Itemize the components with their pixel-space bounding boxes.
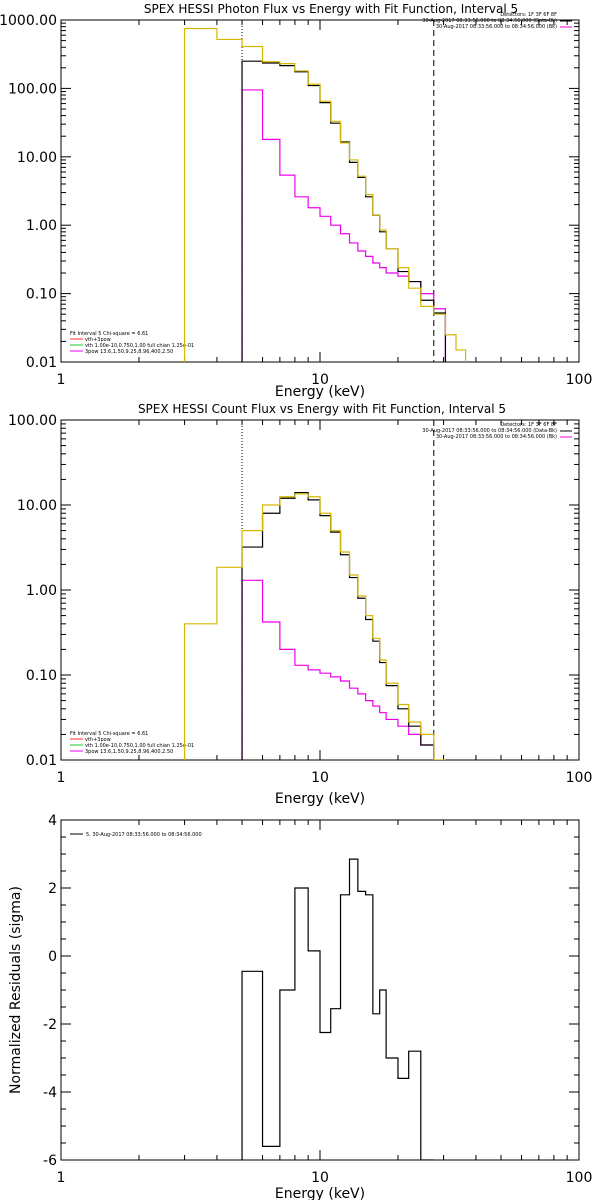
x-tick-label: 10 [311, 770, 329, 786]
data-series [241, 491, 435, 760]
data-series [241, 60, 447, 362]
header-line: 30-Aug-2017 08:33:56.000 to 08:34:56.000… [436, 24, 557, 30]
legend-label: vth 1.00e-10,0.750,1.00 full chian 1.25e… [85, 343, 194, 349]
legend-label: Fit Interval 5 Chi-square = 6.61 [70, 731, 148, 737]
data-histogram [241, 491, 435, 760]
x-tick-label: 1 [57, 372, 66, 388]
header-line: 30-Aug-2017 08:33:56.000 to 08:34:56.000… [436, 434, 557, 440]
y-tick-label: 100.00 [8, 81, 57, 97]
photon-flux-legend: Fit Interval 5 Chi-square = 6.61 vth+3po… [70, 331, 194, 355]
count-flux-legend: Fit Interval 5 Chi-square = 6.61 vth+3po… [70, 731, 194, 755]
x-tick-label: 1 [57, 1170, 66, 1186]
y-tick-label: 0.10 [26, 668, 57, 684]
y-tick-label: 0.01 [26, 355, 57, 371]
header-line: Detectors: 1F 3F 6F 8F [500, 12, 557, 18]
legend-label: vth 1.00e-10,0.750,1.00 full chian 1.25e… [85, 743, 194, 749]
legend-label: vth+3pow [85, 337, 111, 343]
legend-label: 5. 30-Aug-2017 08:33:56.000 to 08:34:56.… [86, 832, 202, 838]
legend-label: 3pow 13.6,1.50,9.25,8.96,400,2.50 [85, 749, 173, 755]
y-tick-label: 4 [48, 813, 57, 829]
y-tick-label: 2 [48, 881, 57, 897]
bpow-series [241, 579, 435, 760]
y-tick-label: 0.01 [26, 753, 57, 769]
y-tick-label: -2 [43, 1017, 57, 1033]
residuals-ylabel: Normalized Residuals (sigma) [8, 886, 24, 1094]
residuals-xlabel: Energy (keV) [275, 1186, 365, 1200]
bpow-histogram [241, 579, 435, 760]
y-tick-label: 10.00 [17, 150, 57, 166]
total-series [183, 493, 446, 760]
y-tick-label: -4 [43, 1085, 57, 1101]
legend-label: Fit Interval 5 Chi-square = 6.61 [70, 331, 148, 337]
total-histogram [183, 493, 446, 760]
x-tick-label: 10 [311, 1170, 329, 1186]
photon-flux-xlabel: Energy (keV) [275, 384, 365, 400]
y-tick-label: -6 [43, 1153, 57, 1169]
data-series [241, 858, 434, 1160]
count-flux-header: Detectors: 1F 3F 6F 8F 30-Aug-2017 08:33… [422, 422, 557, 440]
data-histogram [241, 858, 434, 1160]
data-histogram [241, 60, 447, 362]
header-line: Detectors: 1F 3F 6F 8F [500, 422, 557, 428]
count-flux-xlabel: Energy (keV) [275, 791, 365, 807]
legend-label: 3pow 13.6,1.50,9.25,8.96,400,2.50 [85, 349, 173, 355]
plot-frame [60, 19, 580, 363]
y-tick-label: 10.00 [17, 498, 57, 514]
bpow-histogram [241, 89, 447, 362]
y-tick-label: 100.00 [8, 413, 57, 429]
count-flux-title: SPEX HESSI Count Flux vs Energy with Fit… [138, 402, 506, 416]
total-histogram [183, 27, 467, 362]
total-series [183, 27, 467, 362]
plot-frame [60, 419, 580, 761]
photon-flux-title: SPEX HESSI Photon Flux vs Energy with Fi… [144, 2, 518, 16]
x-tick-label: 100 [566, 770, 593, 786]
y-tick-label: 0.10 [26, 287, 57, 303]
count-flux-panel: SPEX HESSI Count Flux vs Energy with Fit… [8, 402, 592, 807]
y-tick-label: 1.00 [26, 583, 57, 599]
residuals-panel: Energy (keV) Normalized Residuals (sigma… [8, 813, 592, 1200]
header-line: 30-Aug-2017 08:33:56.000 to 08:34:56.000… [422, 18, 557, 24]
bpow-series [241, 89, 447, 362]
x-tick-label: 10 [311, 372, 329, 388]
y-tick-label: 1000.00 [0, 13, 57, 29]
y-tick-label: 0 [48, 949, 57, 965]
x-tick-label: 100 [566, 372, 593, 388]
residuals-legend: 5. 30-Aug-2017 08:33:56.000 to 08:34:56.… [86, 832, 202, 838]
photon-flux-panel: SPEX HESSI Photon Flux vs Energy with Fi… [0, 2, 592, 400]
header-line: 30-Aug-2017 08:33:56.000 to 08:34:56.000… [422, 428, 557, 434]
x-tick-label: 1 [57, 770, 66, 786]
legend-label: vth+3pow [85, 737, 111, 743]
y-tick-label: 1.00 [26, 218, 57, 234]
x-tick-label: 100 [566, 1170, 593, 1186]
photon-flux-header: Detectors: 1F 3F 6F 8F 30-Aug-2017 08:33… [422, 12, 557, 30]
